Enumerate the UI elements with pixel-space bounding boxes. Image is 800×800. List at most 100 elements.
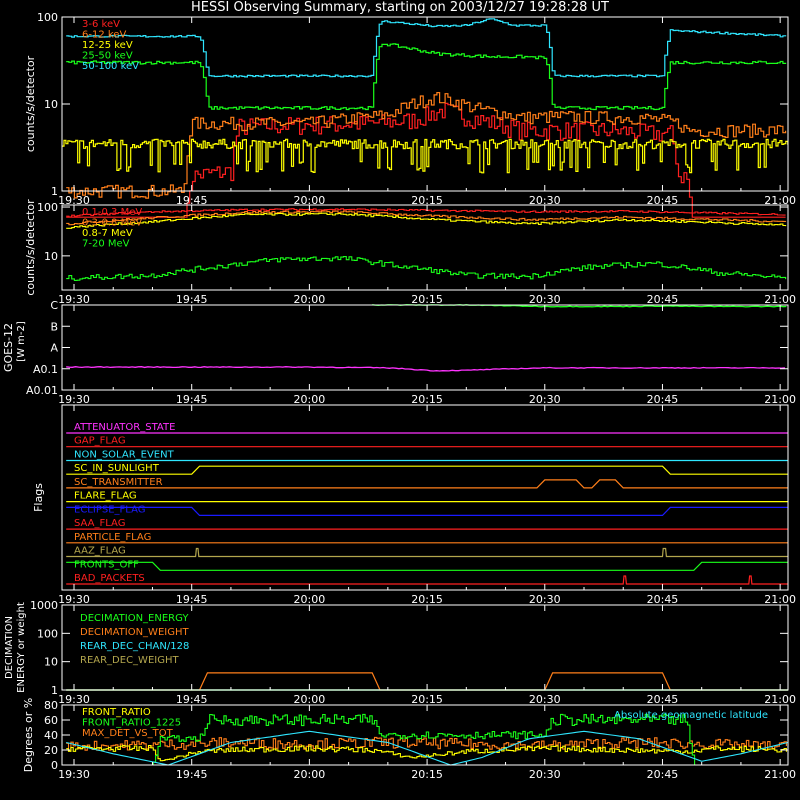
count-rates-y-tick-label: 1 [51, 185, 58, 198]
decimation-ylabel: DECIMATION [4, 616, 15, 679]
goes-y-tick-label: A [50, 342, 58, 355]
count-rates-x-tick-label: 19:30 [58, 194, 90, 207]
count-rates-ylabel: counts/s/detector [24, 55, 37, 152]
high-energy-rates-x-tick-label: 20:00 [294, 293, 326, 306]
count-rate-series-3 [66, 43, 787, 111]
decimation-legend-2: REAR_DEC_CHAN/128 [80, 641, 189, 652]
flags-x-tick-label: 20:00 [294, 593, 326, 606]
count-rates-x-tick-label: 19:45 [176, 194, 208, 207]
high-energy-rates-x-tick-label: 20:15 [411, 293, 443, 306]
flag-label-6: ECLIPSE_FLAG [74, 504, 145, 515]
goes-x-tick-label: 19:45 [176, 393, 208, 406]
flag-label-7: SAA_FLAG [74, 518, 125, 529]
count-rate-series-1 [66, 92, 787, 199]
flag-line-10 [66, 561, 788, 571]
flag-label-1: GAP_FLAG [74, 436, 126, 447]
count-rates-legend-3: 25-50 keV [82, 51, 133, 62]
ratios-legend-0: FRONT_RATIO [82, 707, 151, 718]
goes-ylabel2: [W m-2] [16, 321, 27, 362]
high-energy-rates-x-tick-label: 19:45 [176, 293, 208, 306]
decimation-x-tick-label: 19:45 [176, 693, 208, 706]
ratios-x-tick-label: 20:45 [647, 768, 679, 781]
plot-title: HESSI Observing Summary, starting on 200… [191, 0, 609, 15]
goes-y-tick-label: A0.1 [33, 363, 58, 376]
flags-ylabel: Flags [32, 483, 45, 512]
ratios-y-tick-label: 60 [44, 714, 58, 727]
flag-line-11 [66, 575, 788, 585]
flags-x-tick-label: 20:30 [529, 593, 561, 606]
ratios-legend-3: Absolute geomagnetic latitude [614, 710, 768, 721]
ratios-y-tick-label: 0 [51, 759, 58, 772]
high-energy-rates-frame [61, 204, 789, 291]
count-rates-x-tick-label: 20:45 [647, 194, 679, 207]
count-rates-legend-0: 3-6 keV [82, 19, 120, 30]
ratios-legend-1: FRONT_RATIO_1225 [82, 718, 181, 729]
flags-x-tick-label: 20:45 [647, 593, 679, 606]
count-rates-legend-1: 6-12 keV [82, 30, 126, 41]
decimation-y-tick-label: 100 [37, 627, 58, 640]
decimation-legend-1: DECIMATION_WEIGHT [80, 627, 189, 638]
high-energy-rates-x-tick-label: 20:45 [647, 293, 679, 306]
decimation-frame [61, 604, 789, 691]
count-rate-series-0 [66, 102, 786, 218]
decimation-y-tick-label: 1000 [30, 599, 58, 612]
flag-label-10: FRONTS_OFF [74, 559, 139, 570]
decimation-legend-3: REAR_DEC_WEIGHT [80, 655, 179, 666]
ratios-x-tick-label: 19:30 [58, 768, 90, 781]
flags-frame [61, 404, 789, 591]
goes-y-tick-label: A0.01 [26, 384, 58, 397]
count-rate-series-2 [62, 138, 789, 174]
flags-x-tick-label: 19:45 [176, 593, 208, 606]
decimation-legend-0: DECIMATION_ENERGY [80, 613, 189, 624]
goes-y-tick-label: C [50, 299, 58, 312]
ratio-series-2 [66, 736, 787, 752]
ratios-x-tick-label: 20:15 [411, 768, 443, 781]
decimation-x-tick-label: 20:45 [647, 693, 679, 706]
decimation-ylabel2: ENERGY or weight [16, 602, 27, 693]
goes-x-tick-label: 21:00 [764, 393, 796, 406]
ratios-x-tick-label: 19:45 [176, 768, 208, 781]
flags-x-tick-label: 19:30 [58, 593, 90, 606]
ratios-x-tick-label: 21:00 [764, 768, 796, 781]
high-energy-rates-legend-3: 7-20 MeV [82, 239, 130, 250]
flag-label-0: ATTENUATOR_STATE [74, 422, 175, 433]
ratios-y-tick-label: 40 [44, 729, 58, 742]
high-energy-rates-legend-1: 0.3-0.8 MeV [82, 218, 142, 229]
high-energy-rates-y-tick-label: 100 [37, 201, 58, 214]
flag-label-3: SC_IN_SUNLIGHT [74, 463, 160, 474]
high-energy-series-3 [66, 256, 787, 281]
high-energy-rates-y-tick-label: 10 [44, 250, 58, 263]
goes-x-tick-label: 20:00 [294, 393, 326, 406]
ratios-ylabel: Degrees or % [22, 698, 35, 772]
goes-x-tick-label: 19:30 [58, 393, 90, 406]
decimation-x-tick-label: 20:15 [411, 693, 443, 706]
count-rates-x-tick-label: 20:30 [529, 194, 561, 207]
high-energy-rates-legend-2: 0.8-7 MeV [82, 228, 133, 239]
goes-x-tick-label: 20:15 [411, 393, 443, 406]
ratios-legend-2: MAX_DET_VS_TOT [82, 728, 174, 739]
count-rate-series-4 [66, 18, 787, 78]
flag-line-6 [66, 506, 788, 516]
flag-label-4: SC_TRANSMITTER [74, 477, 163, 488]
ratios-y-tick-label: 80 [44, 699, 58, 712]
count-rates-series-group [62, 18, 789, 218]
count-rates-y-tick-label: 10 [44, 98, 58, 111]
high-energy-series-0 [66, 208, 786, 218]
decimation-y-tick-label: 10 [44, 656, 58, 669]
flag-line-3 [66, 465, 788, 475]
high-energy-rates-x-tick-label: 20:30 [529, 293, 561, 306]
goes-x-tick-label: 20:30 [529, 393, 561, 406]
goes-series-0 [66, 366, 785, 372]
count-rates-y-tick-label: 100 [37, 11, 58, 24]
count-rates-x-tick-label: 20:15 [411, 194, 443, 207]
flags-x-tick-label: 21:00 [764, 593, 796, 606]
decimation-y-tick-label: 1 [51, 684, 58, 697]
high-energy-rates-legend-0: 0.1-0.3 MeV [82, 207, 142, 218]
high-energy-series-2 [66, 212, 787, 229]
decimation-x-tick-label: 20:00 [294, 693, 326, 706]
count-rates-legend-4: 50-100 keV [82, 61, 139, 72]
ratios-x-tick-label: 20:00 [294, 768, 326, 781]
count-rates-x-tick-label: 20:00 [294, 194, 326, 207]
goes-ylabel: GOES-12 [2, 323, 15, 372]
